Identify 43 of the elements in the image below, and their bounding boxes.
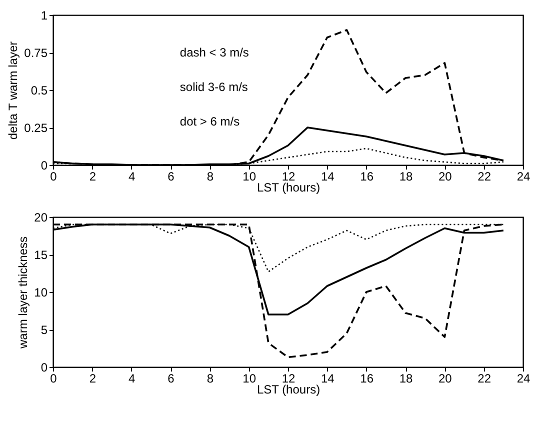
y-tick-label: 0.25	[24, 121, 48, 135]
x-tick-label: 22	[478, 372, 492, 386]
x-tick-label: 0	[50, 170, 58, 184]
x-tick-label: 8	[206, 170, 214, 184]
x-tick-label: 18	[399, 372, 413, 386]
x-tick-label: 18	[399, 170, 413, 184]
x-tick-label: 2	[89, 170, 96, 184]
x-tick-label: 10	[242, 170, 256, 184]
y-tick-label: 0.5	[30, 84, 48, 98]
y-tick-label: 1	[40, 8, 48, 22]
x-tick-label: 20	[438, 372, 452, 386]
annotation: dash < 3 m/s	[180, 46, 249, 60]
y-tick-label: 15	[34, 248, 48, 262]
y-tick-label: 0	[40, 360, 48, 374]
x-axis-title: LST (hours)	[256, 180, 320, 194]
x-tick-label: 20	[438, 170, 452, 184]
x-tick-label: 4	[128, 372, 136, 386]
x-tick-label: 14	[320, 372, 335, 386]
x-tick-label: 12	[282, 170, 296, 184]
y-tick-label: 0	[40, 158, 48, 172]
x-tick-label: 12	[282, 372, 296, 386]
x-tick-label: 10	[242, 372, 256, 386]
x-tick-label: 22	[478, 170, 492, 184]
y-tick-label: 10	[34, 286, 48, 300]
x-axis-title: LST (hours)	[256, 382, 320, 396]
x-tick-label: 0	[50, 372, 58, 386]
x-tick-label: 6	[168, 372, 175, 386]
y-tick-label: 0.75	[24, 46, 48, 60]
x-tick-label: 24	[516, 372, 530, 386]
x-tick-label: 14	[320, 170, 335, 184]
x-tick-label: 2	[89, 372, 96, 386]
x-tick-label: 4	[128, 170, 136, 184]
y-tick-label: 5	[40, 323, 48, 337]
x-tick-label: 8	[206, 372, 214, 386]
x-tick-label: 6	[168, 170, 175, 184]
y-axis-title: delta T warm layer	[6, 41, 20, 140]
y-tick-label: 20	[34, 210, 48, 224]
y-axis-title: warm layer thickness	[16, 236, 30, 350]
annotation: dot > 6 m/s	[180, 114, 240, 128]
x-tick-label: 16	[360, 372, 374, 386]
x-tick-label: 24	[516, 170, 530, 184]
annotation: solid 3-6 m/s	[180, 80, 248, 94]
x-tick-label: 16	[360, 170, 374, 184]
